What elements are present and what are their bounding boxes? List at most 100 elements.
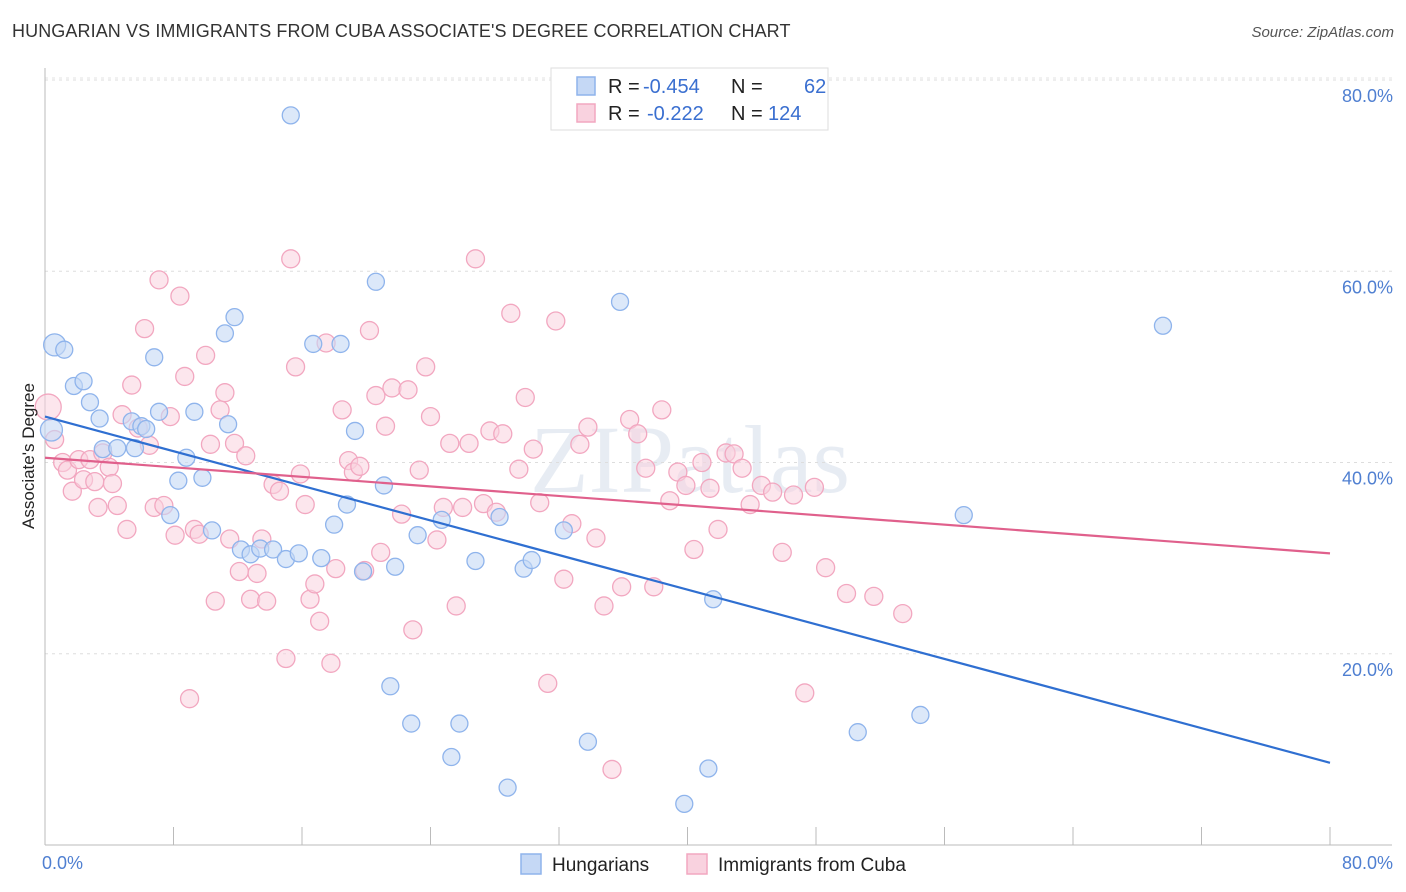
point-hungarians: [125, 439, 145, 458]
bottom-legend-swatch-cuba: [686, 853, 708, 875]
bottom-legend: Hungarians Immigrants from Cuba: [520, 853, 906, 876]
point-cuba: [88, 497, 108, 518]
point-hungarians: [324, 515, 344, 534]
point-hungarians: [193, 468, 212, 487]
point-hungarians: [699, 759, 718, 778]
point-hungarians: [281, 106, 300, 125]
legend-n-value-2: 124: [768, 103, 801, 125]
point-cuba: [281, 249, 301, 269]
point-hungarians: [345, 421, 365, 441]
point-cuba: [509, 459, 529, 479]
point-hungarians: [848, 723, 867, 742]
point-cuba: [247, 563, 267, 584]
legend-n-label-1: N =: [731, 76, 763, 98]
point-cuba: [359, 320, 380, 341]
point-cuba: [285, 357, 306, 377]
point-hungarians: [218, 415, 238, 434]
point-cuba: [465, 249, 486, 269]
point-cuba: [708, 519, 728, 540]
point-hungarians: [145, 348, 164, 367]
point-cuba: [538, 673, 558, 694]
point-cuba: [515, 387, 535, 408]
point-hungarians: [554, 521, 573, 540]
point-cuba: [660, 491, 680, 511]
point-cuba: [586, 528, 606, 548]
point-cuba: [783, 485, 804, 505]
point-hungarians: [289, 544, 308, 563]
y-tick-label: 20.0%: [1342, 660, 1393, 680]
legend-r-value-1: -0.454: [643, 76, 700, 98]
point-cuba: [762, 482, 783, 502]
point-hungarians: [161, 505, 180, 525]
y-axis-label: Associate's Degree: [19, 383, 38, 529]
point-hungarians: [74, 372, 93, 391]
y-tick-label: 40.0%: [1342, 469, 1393, 489]
point-cuba: [134, 318, 155, 339]
point-cuba: [122, 375, 142, 395]
point-cuba: [102, 473, 123, 494]
point-cuba: [836, 583, 857, 604]
point-cuba: [416, 357, 436, 377]
point-hungarians: [80, 393, 100, 412]
point-cuba: [257, 591, 277, 611]
point-hungarians: [177, 448, 196, 467]
point-cuba: [366, 385, 386, 406]
point-cuba: [446, 596, 466, 616]
point-hungarians: [185, 402, 204, 421]
point-hungarians: [225, 307, 244, 327]
point-cuba: [165, 525, 185, 545]
tick-labels: 20.0% 40.0% 60.0% 80.0% 0.0% 80.0%: [42, 86, 1393, 873]
point-cuba: [652, 400, 672, 420]
legend-r-label-2: R =: [608, 103, 640, 125]
point-hungarians: [954, 505, 973, 525]
point-hungarians: [331, 334, 350, 354]
chart-title: HUNGARIAN VS IMMIGRANTS FROM CUBA ASSOCI…: [12, 21, 791, 41]
point-cuba: [371, 542, 391, 563]
point-cuba: [236, 446, 256, 466]
point-cuba: [420, 406, 441, 427]
source-label: Source: ZipAtlas.com: [1251, 24, 1394, 41]
point-cuba: [62, 481, 82, 501]
point-cuba: [692, 452, 712, 473]
point-hungarians: [108, 439, 127, 458]
bottom-legend-label-cuba: Immigrants from Cuba: [718, 855, 906, 876]
legend-r-label-1: R =: [608, 76, 640, 98]
point-hungarians: [466, 551, 485, 571]
point-cuba: [205, 591, 225, 611]
point-hungarians: [911, 705, 930, 725]
point-cuba: [628, 424, 648, 444]
legend-n-value-1: 62: [804, 76, 826, 98]
point-hungarians: [169, 471, 188, 490]
point-cuba: [224, 433, 245, 454]
point-hungarians: [442, 747, 461, 767]
point-cuba: [195, 345, 216, 366]
trend-lines: [44, 415, 1331, 764]
point-cuba: [804, 477, 825, 498]
point-hungarians: [55, 340, 74, 359]
point-cuba: [276, 648, 296, 669]
point-cuba: [200, 434, 221, 454]
point-hungarians: [263, 540, 283, 559]
point-cuba: [85, 471, 105, 492]
point-cuba: [117, 519, 137, 540]
point-cuba: [864, 586, 884, 607]
point-cuba: [290, 464, 311, 484]
point-cuba: [403, 620, 423, 640]
point-cuba: [815, 558, 836, 578]
point-cuba: [170, 286, 190, 306]
point-hungarians: [312, 548, 331, 568]
point-cuba: [676, 475, 696, 496]
point-hungarians: [610, 292, 630, 312]
point-cuba: [554, 569, 574, 589]
point-cuba: [375, 416, 396, 436]
point-cuba: [229, 561, 250, 582]
point-cuba: [107, 495, 127, 516]
point-cuba: [636, 458, 656, 478]
point-cuba: [501, 303, 521, 323]
point-cuba: [326, 558, 346, 579]
point-cuba: [684, 539, 704, 560]
point-hungarians: [39, 418, 64, 442]
point-cuba: [440, 433, 460, 454]
point-cuba: [493, 424, 513, 444]
